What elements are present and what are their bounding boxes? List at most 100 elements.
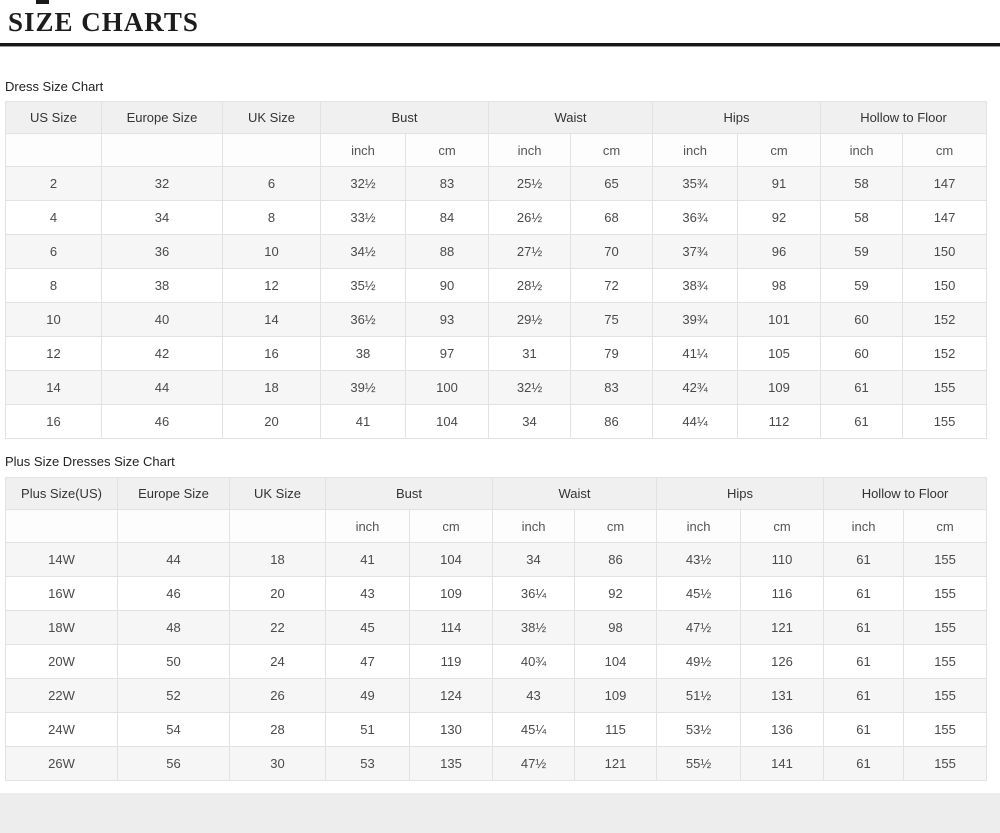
table-cell: 84 [404,200,490,235]
table-cell: 88 [404,234,490,269]
table-cell: 135 [408,746,494,781]
table-cell: 130 [408,712,494,747]
table-row: 8 38 12 35½ 90 28½ 72 38¾ 98 59 150 [5,268,988,303]
table-cell: 48 [117,610,230,645]
table-cell: 98 [574,610,658,645]
table-cell: 115 [574,712,658,747]
section-label-dress-size-chart: Dress Size Chart [5,79,104,94]
table-cell: 39¾ [652,302,739,337]
table-body: 14W 44 18 41 104 34 86 43½ 110 61 155 16W 46 20 43 109 3… [5,542,988,781]
table-cell: 24 [229,644,326,679]
empty-header-cell [5,509,118,543]
table-row: 16W 46 20 43 109 36¼ 92 45½ 116 61 155 [5,576,988,611]
table-cell: 50 [117,644,230,679]
table-cell: 42 [101,336,223,371]
table-cell: 35½ [320,268,406,303]
table-cell: 105 [737,336,822,371]
table-cell: 55½ [656,746,742,781]
table-cell: 45½ [656,576,742,611]
table-cell: 14 [222,302,321,337]
empty-header-cell [101,133,223,167]
table-cell: 20 [222,404,321,439]
unit-header: cm [902,133,988,167]
table-row: 16 46 20 41 104 34 86 44¼ 112 61 155 [5,404,988,439]
table-cell: 155 [903,712,988,747]
table-cell: 152 [902,302,988,337]
unit-header: cm [903,509,988,543]
table-cell: 61 [823,644,905,679]
header-row: Plus Size(US) Europe Size UK Size Bust Waist… [5,477,988,510]
table-cell: 116 [740,576,825,611]
table-cell: 44 [117,542,230,577]
table-cell: 16 [222,336,321,371]
table-cell: 34½ [320,234,406,269]
table-cell: 61 [823,576,905,611]
unit-header: inch [320,133,406,167]
table-cell: 6 [5,234,102,269]
table-body: 2 32 6 32½ 83 25½ 65 35¾ 91 58 147 4 34 8 33½ 84 26½ 68 36… [5,166,988,439]
table-row: 4 34 8 33½ 84 26½ 68 36¾ 92 58 147 [5,200,988,235]
table-cell: 8 [222,200,321,235]
table-cell: 131 [740,678,825,713]
table-cell: 93 [404,302,490,337]
table-cell: 150 [902,268,988,303]
table-cell: 26W [5,746,118,781]
table-cell: 38 [320,336,406,371]
table-cell: 104 [408,542,494,577]
footer-background-strip [0,793,1000,833]
table-cell: 27½ [488,234,572,269]
column-header: UK Size [222,101,321,134]
table-cell: 61 [823,610,905,645]
table-cell: 97 [404,336,490,371]
group-header: Hips [652,101,822,134]
table-header: US Size Europe Size UK Size Bust Waist Hips Ho… [5,101,988,167]
table-cell: 109 [408,576,494,611]
table-cell: 61 [820,370,904,405]
table-cell: 61 [823,542,905,577]
unit-header: inch [656,509,742,543]
table-cell: 59 [820,268,904,303]
table-cell: 155 [902,370,988,405]
table-row: 20W 50 24 47 119 40¾ 104 49½ 126 61 155 [5,644,988,679]
table-cell: 18W [5,610,118,645]
table-cell: 119 [408,644,494,679]
group-header: Bust [324,477,494,510]
table-cell: 147 [902,200,988,235]
table-row: 22W 52 26 49 124 43 109 51½ 131 61 155 [5,678,988,713]
table-cell: 44¼ [652,404,739,439]
column-header: US Size [5,101,102,134]
table-cell: 40¾ [492,644,576,679]
column-header: Europe Size [101,101,223,134]
table-cell: 36¼ [492,576,576,611]
table-cell: 46 [117,576,230,611]
table-cell: 32½ [320,166,406,201]
table-row: 24W 54 28 51 130 45¼ 115 53½ 136 61 155 [5,712,988,747]
table-cell: 46 [101,404,223,439]
table-cell: 86 [570,404,654,439]
table-cell: 34 [492,542,576,577]
table-cell: 56 [117,746,230,781]
table-cell: 36½ [320,302,406,337]
unit-header-row: inch cm inch cm inch cm inch cm [5,509,988,543]
table-cell: 54 [117,712,230,747]
table-cell: 155 [903,678,988,713]
table-cell: 126 [740,644,825,679]
table-cell: 16W [5,576,118,611]
table-cell: 45¼ [492,712,576,747]
table-cell: 28½ [488,268,572,303]
table-cell: 41 [320,404,406,439]
table-cell: 24W [5,712,118,747]
table-cell: 43 [492,678,576,713]
table-row: 12 42 16 38 97 31 79 41¼ 105 60 152 [5,336,988,371]
table-cell: 110 [740,542,825,577]
plus-size-chart-table: Plus Size(US) Europe Size UK Size Bust Waist… [5,477,988,781]
column-header: UK Size [229,477,326,510]
table-cell: 58 [820,200,904,235]
table-cell: 26 [229,678,326,713]
table-cell: 52 [117,678,230,713]
table-row: 10 40 14 36½ 93 29½ 75 39¾ 101 60 152 [5,302,988,337]
table-cell: 43½ [656,542,742,577]
table-cell: 109 [574,678,658,713]
table-cell: 28 [229,712,326,747]
table-cell: 61 [823,746,905,781]
